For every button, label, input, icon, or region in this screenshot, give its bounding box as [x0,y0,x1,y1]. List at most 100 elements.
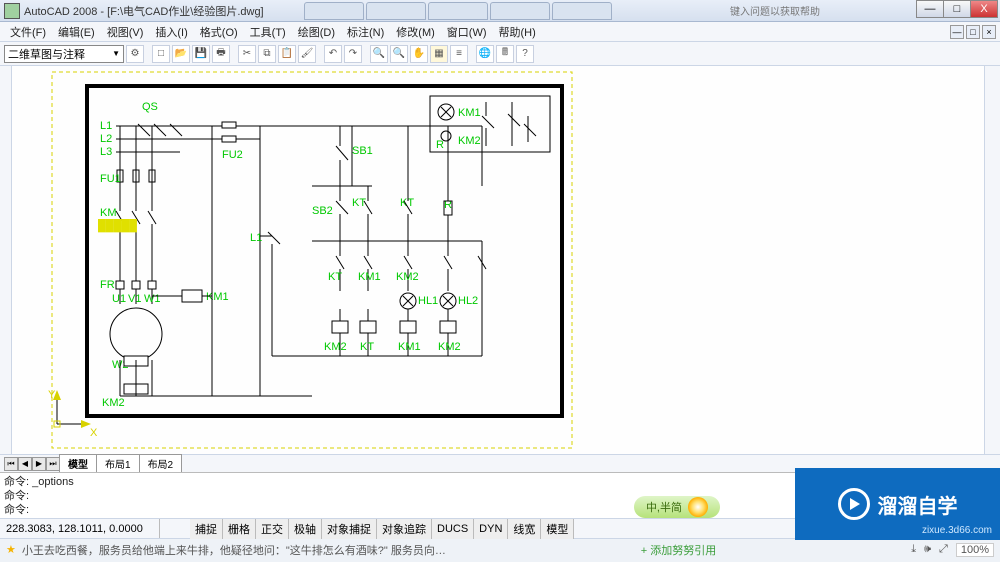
minimize-button[interactable]: — [916,0,944,18]
paste-icon[interactable]: 📋 [278,45,296,63]
svg-text:R: R [436,139,444,151]
svg-text:KM2: KM2 [102,397,125,409]
svg-text:L2: L2 [100,133,112,145]
doc-maximize-button[interactable]: □ [966,25,980,39]
menubar: 文件(F) 编辑(E) 视图(V) 插入(I) 格式(O) 工具(T) 绘图(D… [0,22,1000,42]
cut-icon[interactable]: ✂ [238,45,256,63]
bg-tab[interactable] [366,2,426,20]
status-snap[interactable]: 捕捉 [190,519,223,539]
print-icon[interactable]: 🖶 [212,45,230,63]
menu-edit[interactable]: 编辑(E) [52,22,101,42]
zoom-icon[interactable]: 🔍 [390,45,408,63]
gear-icon[interactable]: ⚙ [126,45,144,63]
tab-prev-button[interactable]: ◀ [18,457,32,471]
status-osnap[interactable]: 对象捕捉 [322,519,377,539]
menu-file[interactable]: 文件(F) [4,22,52,42]
left-palette[interactable] [0,66,12,454]
doc-minimize-button[interactable]: — [950,25,964,39]
open-icon[interactable]: 📂 [172,45,190,63]
footer-right: ⤓ 🕪 ⤢ 100% [911,543,994,557]
svg-text:KM1: KM1 [458,107,481,119]
status-options: 捕捉 栅格 正交 极轴 对象捕捉 对象追踪 DUCS DYN 线宽 模型 [190,519,574,539]
svg-text:KT: KT [360,341,374,353]
menu-insert[interactable]: 插入(I) [149,22,193,42]
doc-close-button[interactable]: × [982,25,996,39]
menu-window[interactable]: 窗口(W) [441,22,493,42]
status-model[interactable]: 模型 [541,519,574,539]
vertical-scrollbar[interactable] [984,66,1000,454]
workspace-dropdown[interactable]: 二维草图与注释 ▼ [4,45,124,63]
footer-mid[interactable]: + 添加努努引用 [641,542,716,558]
coordinates: 228.3083, 128.1011, 0.0000 [0,519,160,538]
chevron-down-icon: ▼ [112,49,120,58]
bg-tab[interactable] [552,2,612,20]
app-title: AutoCAD 2008 - [F:\电气CAD作业\经验图片.dwg] [24,3,264,19]
bg-tab[interactable] [428,2,488,20]
pan-icon[interactable]: ✋ [410,45,428,63]
status-ortho[interactable]: 正交 [256,519,289,539]
svg-text:W1: W1 [144,293,161,305]
status-ducs[interactable]: DUCS [432,519,474,539]
svg-text:Y: Y [48,389,56,401]
redo-icon[interactable]: ↷ [344,45,362,63]
tab-last-button[interactable]: ⏭ [46,457,60,471]
watermark-brand: 溜溜自学 [878,490,958,519]
status-grid[interactable]: 栅格 [223,519,256,539]
help-hint[interactable]: 键入问题以获取帮助 [730,3,820,18]
star-icon[interactable]: ★ [6,543,16,556]
svg-text:L3: L3 [100,146,112,158]
undo-icon[interactable]: ↶ [324,45,342,63]
tab-layout2[interactable]: 布局2 [139,454,183,473]
match-icon[interactable]: 🖌 [298,45,316,63]
svg-text:FU2: FU2 [222,149,243,161]
watermark-overlay[interactable]: 溜溜自学 zixue.3d66.com [795,468,1000,540]
svg-text:█████: █████ [98,218,137,233]
ime-label: 中,半简 [646,499,682,515]
canvas[interactable]: YXQSL1L2L3FU1KM█████FRU1V1W1W2KM2FU2KM1S… [12,66,984,454]
status-dyn[interactable]: DYN [474,519,508,539]
svg-text:KM: KM [100,207,117,219]
calc-icon[interactable]: 🖩 [496,45,514,63]
menu-dim[interactable]: 标注(N) [341,22,390,42]
status-otrack[interactable]: 对象追踪 [377,519,432,539]
bg-tab[interactable] [490,2,550,20]
menu-view[interactable]: 视图(V) [101,22,150,42]
zoom-level[interactable]: 100% [956,543,994,557]
save-icon[interactable]: 💾 [192,45,210,63]
svg-text:KT: KT [352,197,366,209]
titlebar: AutoCAD 2008 - [F:\电气CAD作业\经验图片.dwg] 键入问… [0,0,1000,22]
bg-tab[interactable] [304,2,364,20]
copy-icon[interactable]: ⧉ [258,45,276,63]
globe-icon[interactable]: 🌐 [476,45,494,63]
titlebar-background-tabs [304,2,612,20]
menu-help[interactable]: 帮助(H) [493,22,542,42]
svg-text:L1: L1 [100,120,112,132]
tab-model[interactable]: 模型 [59,454,97,473]
svg-text:QS: QS [142,101,158,113]
new-icon[interactable]: □ [152,45,170,63]
layer-icon[interactable]: ▦ [430,45,448,63]
menu-format[interactable]: 格式(O) [194,22,244,42]
menu-tools[interactable]: 工具(T) [244,22,292,42]
tab-next-button[interactable]: ▶ [32,457,46,471]
tab-layout1[interactable]: 布局1 [96,454,140,473]
status-lweight[interactable]: 线宽 [508,519,541,539]
maximize-button[interactable]: □ [943,0,971,18]
ime-widget[interactable]: 中,半简 [634,496,720,518]
workspace-label: 二维草图与注释 [8,46,85,62]
sound-icon[interactable]: 🕪 [924,543,931,556]
menu-modify[interactable]: 修改(M) [390,22,441,42]
svg-text:KM1: KM1 [206,291,229,303]
download-icon[interactable]: ⤓ [911,543,916,556]
zoom-icon[interactable]: 🔍 [370,45,388,63]
menu-draw[interactable]: 绘图(D) [292,22,341,42]
close-button[interactable]: X [970,0,998,18]
status-polar[interactable]: 极轴 [289,519,322,539]
svg-text:KT: KT [328,271,342,283]
expand-icon[interactable]: ⤢ [939,543,948,556]
help-icon[interactable]: ? [516,45,534,63]
footer-text: 小王去吃西餐，服务员给他端上来牛排，他疑径地问："这牛排怎么有酒味?" 服务员向… [22,542,446,558]
tab-first-button[interactable]: ⏮ [4,457,18,471]
svg-text:FR: FR [100,279,115,291]
properties-icon[interactable]: ≡ [450,45,468,63]
